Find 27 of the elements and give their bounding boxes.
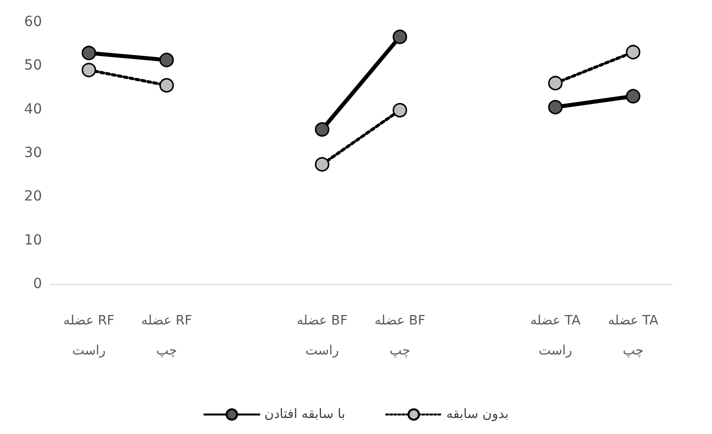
x-tick-label: عضله RF راست [63, 314, 114, 358]
y-tick-label: 50 [24, 58, 42, 74]
y-tick-label: 60 [24, 14, 42, 30]
point [626, 88, 640, 104]
x-tick-label: عضله BF راست [296, 314, 348, 358]
x-tick-label: عضله RF چپ [141, 314, 192, 358]
point [392, 30, 408, 44]
point [548, 100, 563, 114]
point [82, 46, 96, 60]
x-tick-label: عضله BF چپ [374, 314, 426, 358]
y-tick-label: 20 [24, 188, 42, 205]
point [314, 122, 330, 137]
point [159, 78, 174, 93]
x-tick-label: عضله TA چپ [608, 314, 658, 358]
y-tick-label: 0 [33, 276, 42, 292]
point [626, 44, 640, 60]
point [314, 157, 330, 172]
legend-label: با سابقه افتادن [264, 407, 346, 422]
y-tick-label: 30 [24, 145, 42, 161]
y-tick-label: 40 [24, 101, 42, 118]
point [548, 76, 563, 90]
point [392, 102, 408, 118]
y-tick-label: 10 [24, 232, 42, 248]
point [82, 62, 96, 78]
point [159, 52, 174, 68]
legend-label: بدون سابقه [446, 407, 509, 422]
x-tick-label: عضله TA راست [530, 314, 581, 358]
